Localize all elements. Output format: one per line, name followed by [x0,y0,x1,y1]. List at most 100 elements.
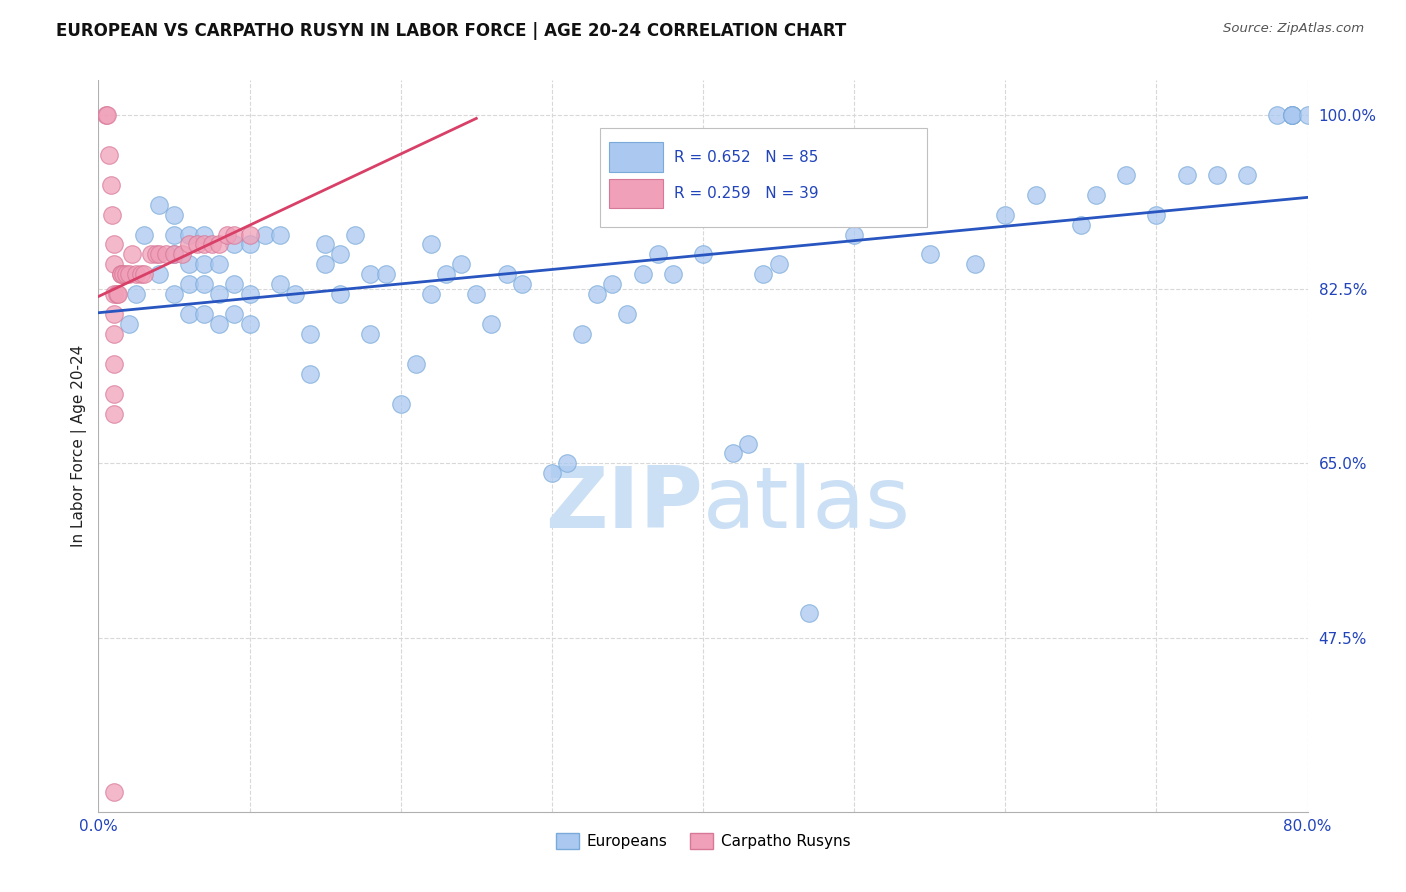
Text: Source: ZipAtlas.com: Source: ZipAtlas.com [1223,22,1364,36]
Point [1236,168,1258,182]
Point [723,446,745,460]
Point [752,268,775,282]
Point [148,247,170,261]
Point [1024,187,1046,202]
Point [103,287,125,301]
Point [344,227,367,242]
Point [692,247,714,261]
Point [110,268,132,282]
Point [208,287,231,301]
Point [155,247,177,261]
Point [96,108,118,122]
Point [797,606,820,620]
Point [132,227,155,242]
Point [118,268,141,282]
Legend: Europeans, Carpatho Rusyns: Europeans, Carpatho Rusyns [550,827,856,855]
Point [858,187,880,202]
Point [555,457,578,471]
Point [148,197,170,211]
Point [141,247,163,261]
Point [329,287,352,301]
Point [269,277,291,292]
Point [1281,108,1303,122]
Point [105,287,128,301]
Point [405,357,427,371]
Point [193,277,215,292]
Point [103,785,125,799]
Point [1070,218,1092,232]
Point [193,257,215,271]
Point [145,247,167,261]
Point [737,436,759,450]
Point [186,237,208,252]
Point [253,227,276,242]
Point [179,227,201,242]
Point [314,257,336,271]
Point [434,268,457,282]
Point [239,237,262,252]
Point [163,247,186,261]
Point [193,237,215,252]
Point [201,237,224,252]
Point [1206,168,1229,182]
Point [329,247,352,261]
Point [420,287,443,301]
Point [1281,108,1303,122]
Point [208,237,231,252]
Point [813,208,835,222]
Point [100,178,122,192]
Point [163,208,186,222]
Point [163,287,186,301]
Point [132,268,155,282]
Point [163,227,186,242]
Point [125,268,148,282]
Point [586,287,609,301]
Point [111,268,134,282]
Point [1296,108,1319,122]
Point [179,277,201,292]
Point [616,307,638,321]
Point [239,227,262,242]
Point [299,326,322,341]
Point [215,227,238,242]
Point [148,268,170,282]
Point [1281,108,1303,122]
FancyBboxPatch shape [600,128,927,227]
Point [389,397,412,411]
Point [540,467,562,481]
Point [420,237,443,252]
Point [129,268,152,282]
Point [208,317,231,331]
Text: R = 0.652   N = 85: R = 0.652 N = 85 [673,150,818,165]
Point [179,307,201,321]
Point [170,247,193,261]
Point [239,287,262,301]
Point [495,268,517,282]
Point [179,257,201,271]
Point [284,287,307,301]
Point [110,268,132,282]
Point [1267,108,1289,122]
Point [918,247,941,261]
Text: atlas: atlas [703,463,911,546]
Point [224,277,246,292]
Point [1144,208,1167,222]
Point [103,307,125,321]
Point [465,287,488,301]
Point [661,268,683,282]
Point [101,208,124,222]
Point [121,247,143,261]
Point [103,386,125,401]
Point [299,367,322,381]
Point [314,237,336,252]
Point [1175,168,1198,182]
Text: EUROPEAN VS CARPATHO RUSYN IN LABOR FORCE | AGE 20-24 CORRELATION CHART: EUROPEAN VS CARPATHO RUSYN IN LABOR FORC… [56,22,846,40]
Point [118,317,141,331]
Point [844,227,866,242]
Point [360,326,382,341]
Point [103,357,125,371]
Point [450,257,472,271]
Point [94,108,117,122]
Point [179,237,201,252]
Point [107,287,129,301]
